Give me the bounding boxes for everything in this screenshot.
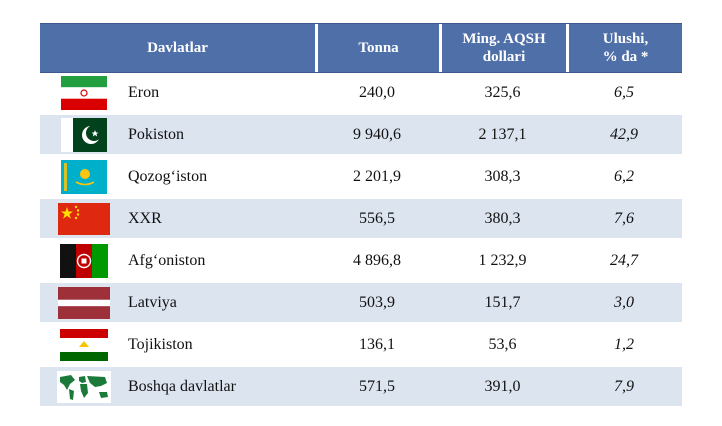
table-row: Qozog‘iston 2 201,9 308,3 6,2 [40,157,682,199]
tonnes-value: 4 896,8 [353,251,401,269]
table-row: Eron 240,0 325,6 6,5 [40,73,682,115]
tonnes-value: 136,1 [359,335,395,353]
usd-value: 1 232,9 [478,251,527,269]
usd-value: 53,6 [488,335,517,353]
header-share: Ulushi,% da * [566,24,682,72]
share-value: 3,0 [614,293,634,311]
country-name: Eron [128,83,160,101]
country-name: Latviya [128,293,177,311]
table-header: Davlatlar Tonna Ming. AQSH dollari Ulushi… [40,23,682,73]
world-map-icon [57,370,111,403]
country-name: Afg‘oniston [128,251,206,269]
trade-table: Davlatlar Tonna Ming. AQSH dollari Ulushi… [40,23,682,409]
iran-flag-icon [61,75,107,110]
tonnes-value: 571,5 [359,377,395,395]
tonnes-value: 9 940,6 [353,125,401,143]
afghanistan-flag-icon [60,243,108,278]
usd-value: 151,7 [484,293,521,311]
table-row: Afg‘oniston 4 896,8 1 232,9 24,7 [40,241,682,283]
china-flag-icon [58,202,110,235]
table-row: Boshqa davlatlar 571,5 391,0 7,9 [40,367,682,409]
kazakhstan-flag-icon [61,159,107,194]
tonnes-value: 240,0 [359,83,395,101]
table-row: Tojikiston 136,1 53,6 1,2 [40,325,682,367]
share-value: 6,5 [614,83,634,101]
table-row: Latviya 503,9 151,7 3,0 [40,283,682,325]
share-value: 6,2 [614,167,634,185]
share-value: 7,6 [614,209,634,227]
header-value: Ming. AQSH dollari [439,24,566,72]
country-name: Tojikiston [128,335,193,353]
usd-value: 391,0 [484,377,521,395]
country-name: Pokiston [128,125,185,143]
table-row: XXR 556,5 380,3 7,6 [40,199,682,241]
latvia-flag-icon [58,286,110,319]
share-value: 7,9 [614,377,634,395]
header-tonnes: Tonna [315,24,439,72]
header-country: Davlatlar [147,40,208,56]
share-value: 42,9 [610,125,638,143]
share-value: 24,7 [610,251,638,269]
tonnes-value: 503,9 [359,293,395,311]
country-name: Boshqa davlatlar [128,377,236,395]
usd-value: 325,6 [484,83,521,101]
country-name: XXR [128,209,162,227]
share-value: 1,2 [614,335,634,353]
tonnes-value: 556,5 [359,209,395,227]
usd-value: 2 137,1 [478,125,527,143]
tajikistan-flag-icon [60,328,108,361]
table-row: Pokiston 9 940,6 2 137,1 42,9 [40,115,682,157]
usd-value: 380,3 [484,209,521,227]
tonnes-value: 2 201,9 [353,167,401,185]
pakistan-flag-icon [61,117,107,152]
country-name: Qozog‘iston [128,167,208,185]
usd-value: 308,3 [484,167,521,185]
